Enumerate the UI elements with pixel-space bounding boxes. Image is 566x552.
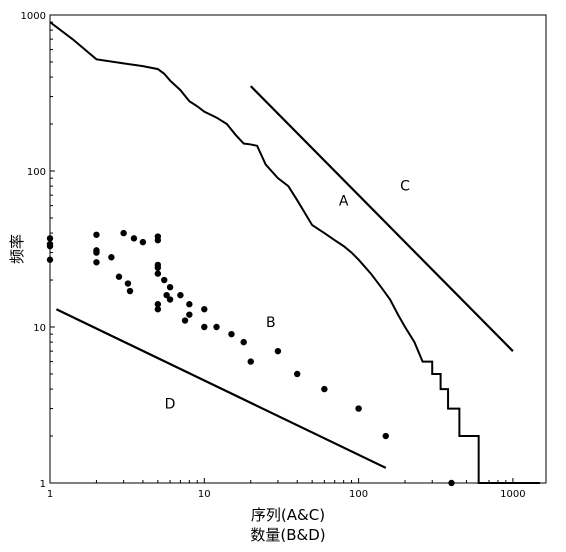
series-B-point <box>46 256 54 263</box>
y-tick-label: 1 <box>40 479 46 490</box>
series-B-point <box>247 358 254 365</box>
x-axis-title-line2: 数量(B&D) <box>250 526 325 544</box>
series-B-point <box>161 276 168 284</box>
x-tick-label: 1000 <box>500 489 525 500</box>
series-layer <box>46 21 541 487</box>
annotation-label: D <box>165 397 176 413</box>
series-B-point <box>448 479 455 487</box>
y-tick-label: 1000 <box>21 11 46 22</box>
series-B-point <box>46 235 54 242</box>
series-B-point <box>126 287 134 295</box>
series-C-line <box>249 85 514 352</box>
series-B-point <box>115 273 123 280</box>
annotation-label: A <box>339 194 349 210</box>
series-B-point <box>154 264 162 271</box>
plot-frame <box>49 14 547 484</box>
series-B-point <box>177 291 184 299</box>
series-B-point <box>124 280 132 287</box>
series-B-point <box>154 306 162 313</box>
series-B-point <box>93 231 100 238</box>
series-B-point <box>93 249 100 256</box>
series-B-point <box>321 385 328 393</box>
x-axis-title-line1: 序列(A&C) <box>251 506 325 524</box>
series-B-point <box>154 270 162 277</box>
series-B-point <box>46 242 54 250</box>
series-B-point <box>293 370 301 378</box>
series-B-point <box>130 235 138 242</box>
annotation-layer: A B C D <box>165 178 410 412</box>
series-B-point <box>108 254 115 261</box>
series-B-point <box>154 237 162 244</box>
series-B-point <box>181 317 189 324</box>
series-B-point <box>186 311 193 318</box>
series-A-line <box>49 21 541 484</box>
y-tick-label: 10 <box>33 323 46 334</box>
series-B-point <box>201 323 208 331</box>
series-B-point <box>166 296 174 303</box>
series-D-line <box>55 308 387 469</box>
series-B-point <box>186 301 193 308</box>
annotation-label: C <box>400 178 410 194</box>
series-B-point <box>166 283 174 291</box>
series-B-point <box>120 229 127 237</box>
series-B-point <box>139 238 147 246</box>
series-B-point <box>93 259 100 266</box>
y-axis-title: 频率 <box>8 234 26 264</box>
series-B-point <box>154 301 162 308</box>
x-tick-label: 10 <box>198 489 211 500</box>
x-tick-label: 100 <box>349 489 368 500</box>
x-tick-label: 1 <box>47 489 53 500</box>
series-B-point <box>228 330 235 338</box>
series-B-point <box>213 323 220 331</box>
annotation-label: B <box>266 315 276 331</box>
series-B-point <box>240 338 247 346</box>
series-B-point <box>201 306 208 313</box>
series-B-point <box>274 347 282 355</box>
series-B-point <box>163 291 170 299</box>
series-B-point <box>382 432 389 440</box>
series-B-point <box>355 405 362 412</box>
y-tick-label: 100 <box>27 167 46 178</box>
